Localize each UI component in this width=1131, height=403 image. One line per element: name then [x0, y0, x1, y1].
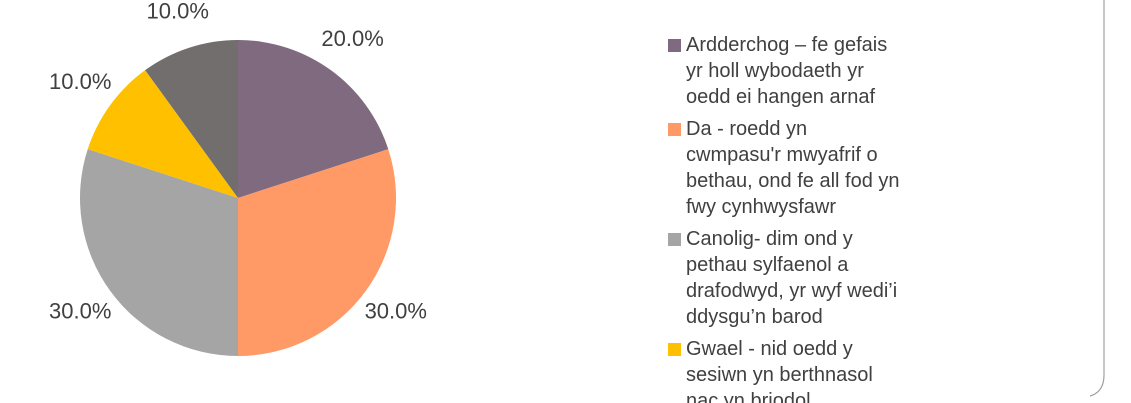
- legend-swatch: [668, 343, 681, 356]
- legend: Ardderchog – fe gefais yr holl wybodaeth…: [668, 32, 1108, 403]
- pie-slice: [238, 149, 396, 356]
- data-label: 20.0%: [321, 26, 383, 51]
- pie-slice: [238, 40, 389, 198]
- legend-label: Da - roedd yn cwmpasu'r mwyafrif o betha…: [686, 118, 900, 218]
- pie-slice: [79, 149, 239, 356]
- data-label: 30.0%: [365, 298, 427, 323]
- legend-label: Ardderchog – fe gefais yr holl wybodaeth…: [686, 34, 888, 108]
- legend-swatch: [668, 233, 681, 246]
- data-label: 10.0%: [49, 69, 111, 94]
- legend-entry: Ardderchog – fe gefais yr holl wybodaeth…: [668, 32, 1108, 110]
- data-label: 10.0%: [147, 0, 209, 23]
- data-label: 30.0%: [49, 298, 111, 323]
- pie-slice: [87, 70, 239, 198]
- legend-swatch: [668, 123, 681, 136]
- legend-label: Canolig- dim ond y pethau sylfaenol a dr…: [686, 228, 898, 328]
- pie-slice: [145, 40, 238, 198]
- legend-swatch: [668, 39, 681, 52]
- legend-label: Gwael - nid oedd y sesiwn yn berthnasol …: [686, 338, 873, 403]
- frame-border: [1089, 0, 1105, 397]
- legend-entry: Canolig- dim ond y pethau sylfaenol a dr…: [668, 226, 1108, 330]
- legend-entry: Da - roedd yn cwmpasu'r mwyafrif o betha…: [668, 116, 1108, 220]
- legend-entry: Gwael - nid oedd y sesiwn yn berthnasol …: [668, 336, 1108, 403]
